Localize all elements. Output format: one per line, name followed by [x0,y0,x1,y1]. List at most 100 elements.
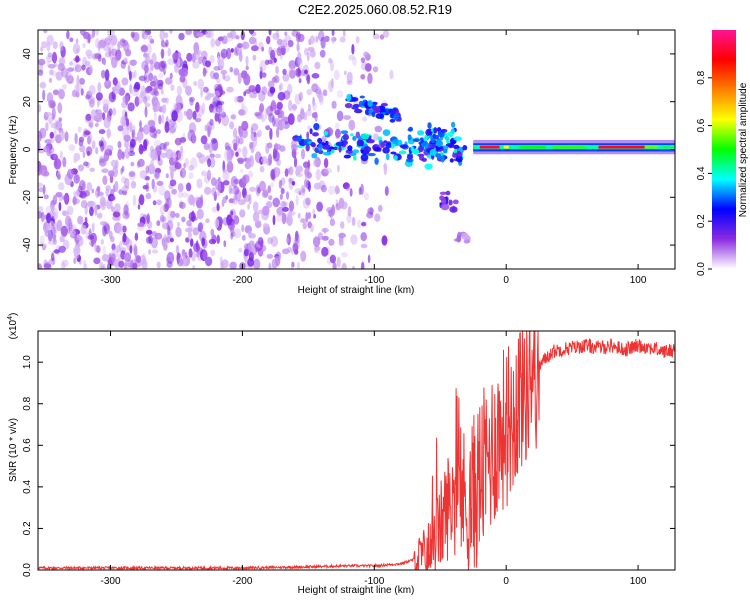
spectrogram-noise-blob [300,185,306,196]
spectrogram-noise-blob [39,235,45,246]
spectrogram-noise-blob [61,259,69,267]
spectrogram-upper-branch [364,109,370,116]
snr-x-tick-label: 100 [630,576,647,587]
spectrogram-noise-blob [237,148,242,153]
spectrogram-noise-blob [175,226,182,238]
spectrogram-noise-blob [113,222,122,234]
spectrogram-noise-blob [259,70,263,80]
spectrogram-noise-blob [121,101,128,109]
spectrogram-noise-blob [178,32,185,41]
spectrogram-noise-blob [324,35,330,43]
spectrogram-noise-blob [198,154,206,164]
spectrogram-noise-blob [43,263,52,269]
spectrogram-noise-blob [248,155,255,168]
spectrogram-upper-branch [373,106,381,114]
spectrogram-noise-blob [295,31,301,43]
spectrogram-noise-blob [276,206,284,216]
spectrogram-noise-blob [169,30,173,35]
spectrogram-noise-blob [138,143,144,155]
spectrogram-noise-blob [235,135,240,146]
spectrogram-noise-blob [247,203,251,210]
spectrogram-noise-blob [66,30,70,40]
spectrogram-noise-blob [102,175,108,185]
spectrogram-noise-blob [163,203,169,212]
spectrogram-noise-blob [309,50,316,58]
spectrogram-noise-blob [251,123,259,131]
spectrogram-noise-blob [111,56,118,69]
spectrogram-noise-blob [165,39,169,47]
spectrogram-upper-branch [350,97,359,102]
spectrogram-noise-blob [102,225,107,237]
spectrogram-noise-blob [373,133,379,141]
spectrogram-noise-blob [106,199,113,210]
spectrogram-noise-blob [205,256,213,267]
spectrogram-noise-blob [201,237,206,247]
spectrogram-noise-blob [87,135,91,145]
spectrogram-noise-blob [58,57,66,66]
spectrogram-noise-blob [228,184,233,195]
spectrogram-noise-blob [234,96,239,103]
spectrogram-noise-blob [141,30,145,39]
spectrogram-noise-blob [146,43,152,56]
spectrogram-noise-blob [223,180,230,186]
spectrogram-noise-blob [302,197,311,209]
spectrogram-noise-blob [213,90,220,97]
spectrogram-noise-blob [106,128,111,139]
spectrogram-signal-blob [317,150,324,155]
colorbar-tick-label: 0.4 [696,166,707,180]
spectrogram-noise-blob [39,81,47,89]
spectrogram-noise-blob [197,113,202,122]
spectrogram-noise-blob [231,115,235,120]
spectrogram-noise-blob [195,117,202,123]
spectrogram-noise-blob [214,153,222,159]
spectrogram-mid-branch [447,131,454,137]
spectrogram-noise-blob [145,192,152,200]
spectrogram-noise-blob [291,261,295,268]
spectrogram-noise-blob [99,261,104,269]
spectrogram-noise-blob [273,57,277,63]
spectrogram-noise-blob [258,105,264,114]
spectrogram-noise-blob [367,72,373,85]
spectrogram-noise-blob [62,195,67,201]
spectrogram-noise-blob [204,186,212,195]
spectrogram-noise-blob [94,244,100,253]
spectrogram-noise-blob [145,229,153,235]
spectrogram-noise-blob [248,30,255,35]
spectrogram-noise-blob [338,232,346,239]
spectrogram-noise-blob [304,69,308,75]
spectrogram-noise-blob [129,70,132,82]
spectrogram-noise-blob [89,64,93,74]
spectrogram-noise-blob [220,111,227,118]
spectrogram-noise-blob [41,41,48,49]
spectrogram-upper-branch [346,93,352,102]
spectrogram-noise-blob [152,249,158,254]
spectrogram-noise-blob [136,255,141,264]
spectrogram-noise-blob [288,200,295,212]
spectrogram-noise-blob [389,69,394,80]
spectrogram-noise-blob [285,213,289,224]
spectrogram-noise-blob [215,38,221,47]
spectrogram-noise-blob [61,67,69,78]
spectrogram-noise-blob [177,183,184,192]
spectrogram-noise-blob [282,206,289,212]
spectrogram-noise-blob [138,194,145,206]
spectrogram-noise-blob [185,85,192,96]
spectrogram-noise-blob [334,185,340,195]
spectrogram-noise-blob [80,224,87,235]
spectrogram-noise-blob [154,171,160,179]
spectrogram-noise-blob [81,64,86,71]
spectrogram-noise-blob [372,66,379,73]
spectrogram-noise-blob [161,97,167,103]
spectrogram-noise-blob [207,125,211,138]
spectrogram-noise-blob [38,211,43,219]
spectrogram-noise-blob [338,197,345,209]
spectrogram-noise-blob [124,147,131,159]
spectrogram-noise-blob [249,186,257,192]
spectrogram-noise-blob [51,207,59,220]
spectrogram-noise-blob [196,200,201,207]
spectrogram-noise-blob [229,30,237,39]
spectrogram-noise-blob [169,125,176,134]
spectrogram-noise-blob [129,245,133,254]
spectrogram-noise-blob [316,201,323,212]
